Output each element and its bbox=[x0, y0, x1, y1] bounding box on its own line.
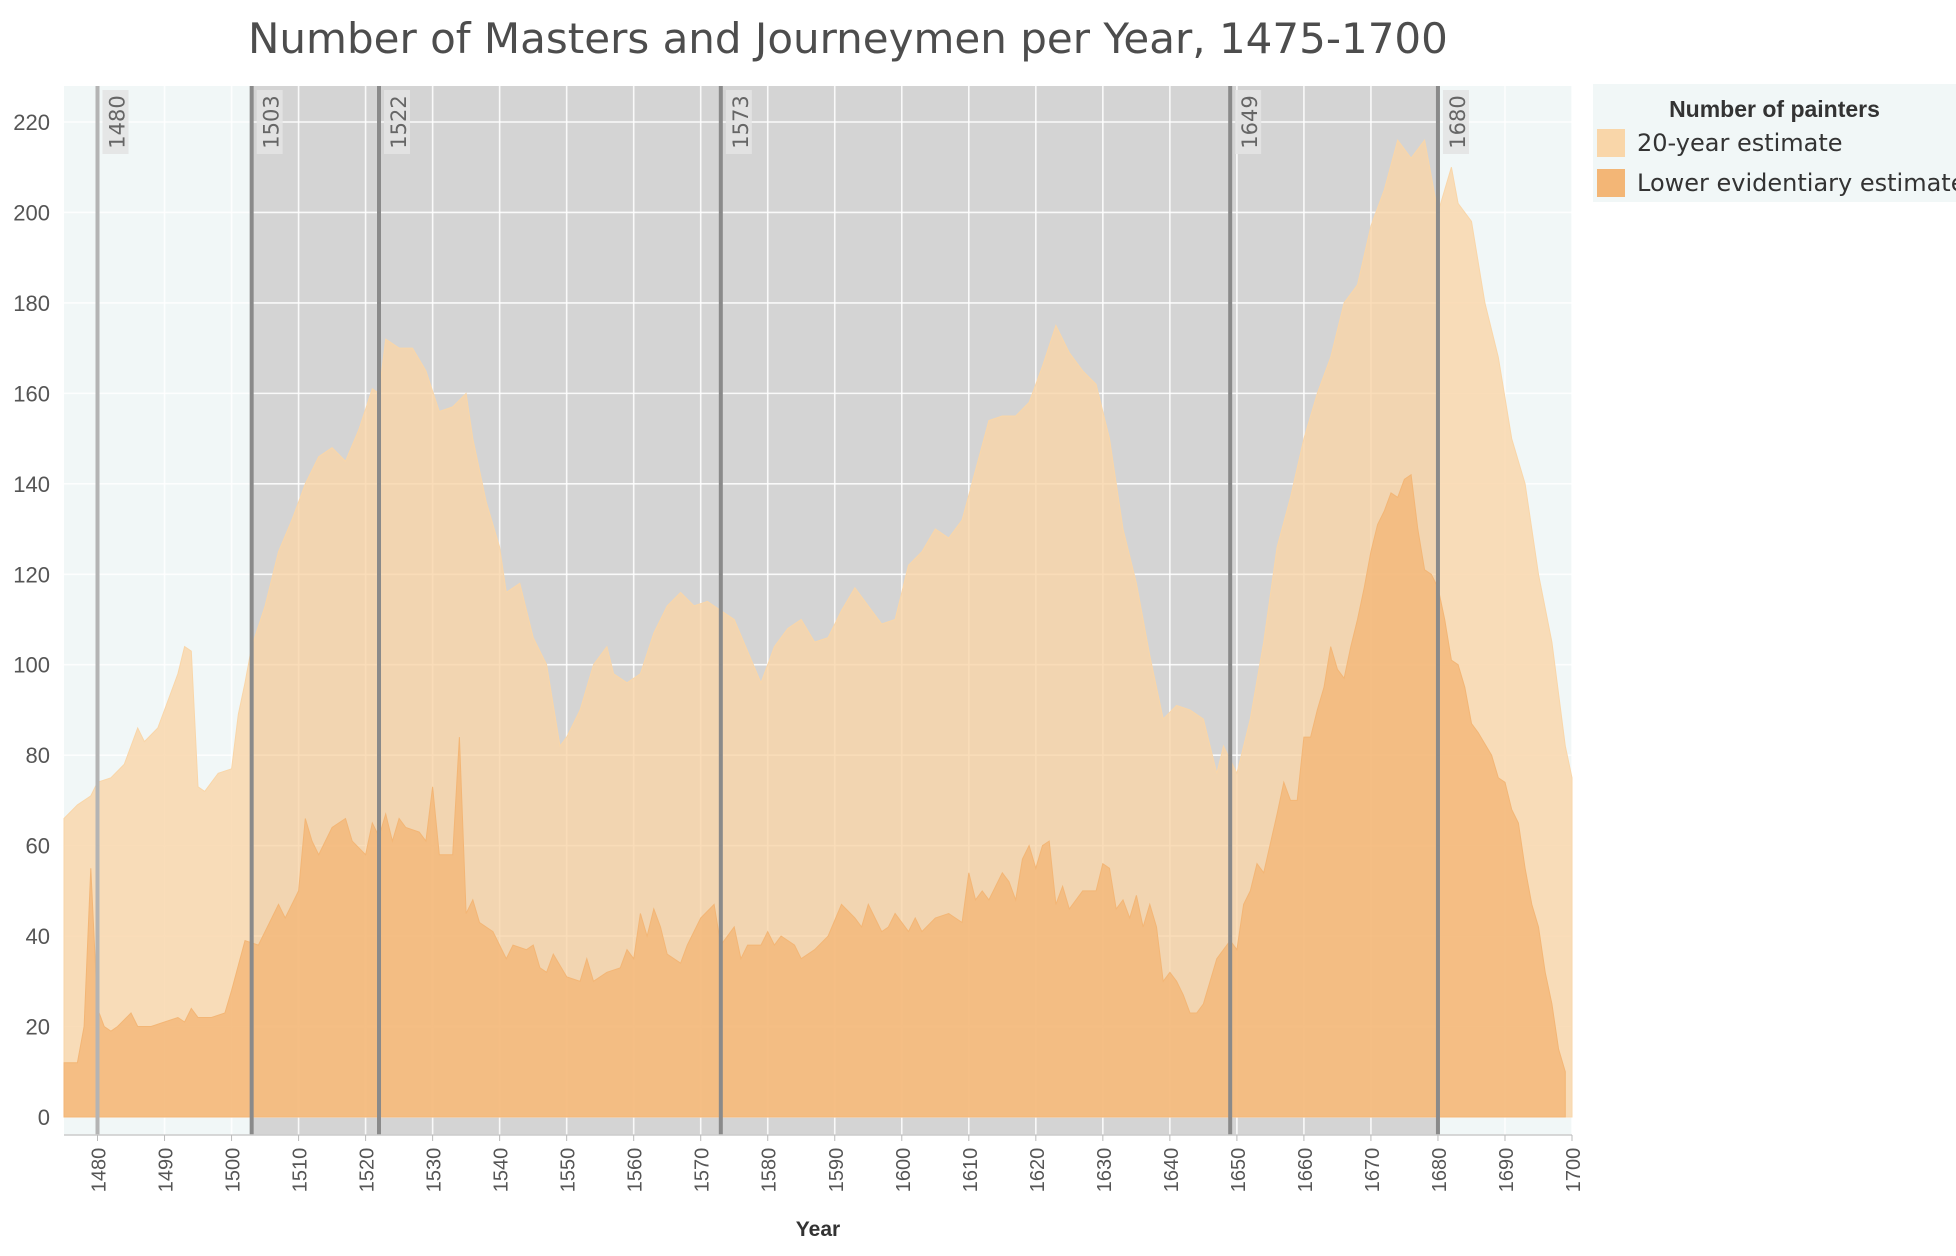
legend-title: Number of painters bbox=[1669, 96, 1880, 122]
x-tick-label: 1600 bbox=[893, 1148, 915, 1193]
chart-title: Number of Masters and Journeymen per Yea… bbox=[248, 14, 1448, 63]
reference-label-bg bbox=[1442, 90, 1469, 154]
x-tick-label: 1640 bbox=[1161, 1148, 1183, 1193]
series-areas bbox=[63, 138, 1573, 1118]
x-tick-label: 1550 bbox=[558, 1148, 580, 1193]
x-tick-label: 1490 bbox=[156, 1148, 178, 1193]
y-tick-label: 220 bbox=[13, 110, 50, 135]
legend-swatch-20-year bbox=[1597, 129, 1625, 157]
y-tick-label: 200 bbox=[13, 200, 50, 225]
axes: 0 20 40 60 80 100 120 140 160 180 200 220 1480 1490 15… bbox=[13, 110, 1585, 1192]
y-tick-label: 60 bbox=[26, 834, 50, 859]
y-tick-label: 160 bbox=[13, 381, 50, 406]
x-tick-label: 1630 bbox=[1094, 1148, 1116, 1193]
y-tick-label: 40 bbox=[26, 924, 50, 949]
x-tick-label: 1510 bbox=[290, 1148, 312, 1193]
y-tick-label: 180 bbox=[13, 291, 50, 316]
y-tick-label: 80 bbox=[26, 743, 50, 768]
reference-label-bg bbox=[1235, 90, 1262, 154]
reference-label-bg bbox=[256, 90, 283, 154]
reference-label-bg bbox=[384, 90, 411, 154]
reference-line-label: 1680 bbox=[1446, 95, 1470, 148]
legend-label: 20-year estimate bbox=[1637, 129, 1843, 157]
x-tick-label: 1500 bbox=[223, 1148, 245, 1193]
reference-line-label: 1649 bbox=[1238, 95, 1262, 148]
x-axis-title: Year bbox=[796, 1218, 840, 1241]
x-tick-label: 1540 bbox=[491, 1148, 513, 1193]
x-tick-label: 1580 bbox=[759, 1148, 781, 1193]
legend: Number of painters 20-year estimate Lowe… bbox=[1593, 84, 1956, 202]
x-tick-label: 1590 bbox=[826, 1148, 848, 1193]
y-tick-label: 120 bbox=[13, 562, 50, 587]
reference-line-label: 1522 bbox=[387, 95, 411, 148]
reference-label-bg bbox=[102, 90, 129, 154]
x-tick-label: 1560 bbox=[625, 1148, 647, 1193]
reference-lines: 1480 1503 1522 1573 1649 1680 bbox=[95, 86, 1470, 1135]
x-tick-label: 1700 bbox=[1563, 1148, 1585, 1193]
x-tick-label: 1620 bbox=[1027, 1148, 1049, 1193]
y-tick-label: 140 bbox=[13, 472, 50, 497]
legend-label: Lower evidentiary estimate bbox=[1637, 169, 1956, 197]
legend-swatch-lower-evidentiary bbox=[1597, 169, 1625, 197]
x-tick-label: 1660 bbox=[1295, 1148, 1317, 1193]
x-tick-label: 1670 bbox=[1362, 1148, 1384, 1193]
reference-line-label: 1480 bbox=[106, 95, 130, 148]
reference-label-bg bbox=[725, 90, 752, 154]
x-tick-label: 1570 bbox=[692, 1148, 714, 1193]
y-tick-label: 0 bbox=[38, 1105, 50, 1130]
x-tick-label: 1690 bbox=[1496, 1148, 1518, 1193]
x-tick-label: 1680 bbox=[1429, 1148, 1451, 1193]
reference-line-label: 1503 bbox=[260, 95, 284, 148]
legend-item-lower-evidentiary[interactable]: Lower evidentiary estimate bbox=[1597, 167, 1956, 199]
y-tick-label: 100 bbox=[13, 653, 50, 678]
reference-line-label: 1573 bbox=[729, 95, 753, 148]
x-tick-label: 1610 bbox=[960, 1148, 982, 1193]
x-tick-label: 1480 bbox=[89, 1148, 111, 1193]
x-tick-label: 1650 bbox=[1228, 1148, 1250, 1193]
x-tick-label: 1520 bbox=[357, 1148, 379, 1193]
area-lower-evidentiary-estimate[interactable] bbox=[63, 473, 1566, 1118]
legend-item-20-year[interactable]: 20-year estimate bbox=[1597, 127, 1843, 159]
y-tick-label: 20 bbox=[26, 1015, 50, 1040]
x-tick-label: 1530 bbox=[424, 1148, 446, 1193]
